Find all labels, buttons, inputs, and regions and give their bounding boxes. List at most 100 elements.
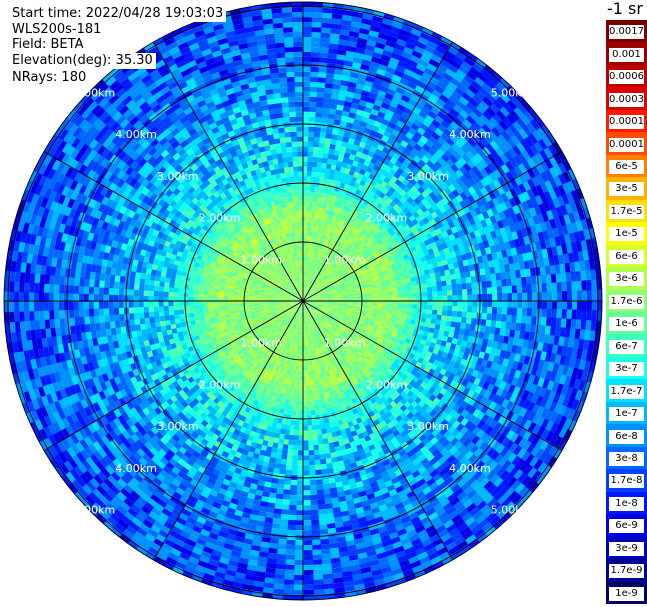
beta-cell bbox=[305, 315, 308, 321]
beta-cell bbox=[301, 291, 303, 297]
beta-cell bbox=[289, 305, 295, 309]
beta-cell bbox=[311, 318, 315, 324]
beta-cell bbox=[284, 294, 289, 297]
beta-cell bbox=[306, 315, 309, 321]
beta-cell bbox=[306, 293, 311, 298]
beta-cell bbox=[315, 281, 320, 287]
beta-cell bbox=[312, 312, 317, 317]
beta-cell bbox=[316, 293, 322, 296]
beta-cell bbox=[321, 292, 327, 295]
beta-cell bbox=[287, 310, 292, 314]
beta-cell bbox=[273, 305, 279, 308]
beta-cell bbox=[274, 308, 280, 312]
beta-cell bbox=[285, 314, 290, 319]
beta-cell bbox=[275, 288, 281, 292]
beta-cell bbox=[315, 308, 320, 313]
beta-cell bbox=[312, 295, 318, 298]
beta-cell bbox=[293, 297, 299, 300]
beta-cell bbox=[294, 309, 298, 314]
beta-cell bbox=[297, 281, 300, 287]
beta-cell bbox=[293, 289, 297, 294]
beta-cell bbox=[312, 312, 316, 317]
beta-cell bbox=[304, 291, 308, 297]
beta-cell bbox=[277, 284, 283, 288]
beta-cell bbox=[304, 315, 306, 321]
beta-cell bbox=[295, 282, 298, 288]
beta-cell bbox=[275, 311, 281, 315]
beta-cell bbox=[319, 319, 324, 324]
beta-cell bbox=[317, 313, 323, 318]
beta-cell bbox=[308, 282, 312, 288]
beta-cell bbox=[283, 303, 289, 305]
beta-cell bbox=[293, 299, 299, 301]
beta-cell bbox=[296, 287, 299, 293]
beta-cell bbox=[288, 297, 294, 299]
beta-cell bbox=[306, 304, 311, 309]
beta-cell bbox=[274, 289, 280, 293]
beta-cell bbox=[307, 303, 313, 306]
beta-cell bbox=[322, 294, 328, 297]
beta-cell bbox=[327, 303, 333, 306]
beta-cell bbox=[282, 318, 287, 324]
beta-cell bbox=[298, 286, 301, 292]
beta-cell bbox=[280, 309, 286, 312]
beta-cell bbox=[294, 303, 299, 307]
beta-cell bbox=[294, 282, 297, 288]
beta-cell bbox=[310, 284, 315, 289]
beta-cell bbox=[312, 304, 318, 307]
beta-cell bbox=[311, 294, 317, 297]
beta-cell bbox=[308, 309, 312, 314]
beta-cell bbox=[302, 435, 309, 441]
beta-cell bbox=[320, 318, 325, 323]
beta-cell bbox=[283, 303, 289, 306]
beta-cell bbox=[291, 313, 295, 318]
beta-cell bbox=[297, 320, 300, 326]
beta-cell bbox=[313, 279, 317, 285]
beta-cell bbox=[319, 286, 324, 290]
beta-cell bbox=[314, 280, 318, 285]
beta-cell bbox=[304, 286, 307, 292]
beta-cell bbox=[288, 295, 294, 298]
beta-cell bbox=[321, 291, 327, 295]
beta-cell bbox=[310, 319, 314, 325]
beta-cell bbox=[298, 301, 303, 303]
beta-cell bbox=[298, 315, 300, 321]
beta-cell bbox=[314, 288, 320, 293]
beta-cell bbox=[306, 315, 308, 321]
beta-cell bbox=[299, 305, 302, 311]
beta-cell bbox=[288, 303, 294, 305]
beta-cell bbox=[314, 316, 319, 322]
beta-cell bbox=[293, 302, 299, 306]
beta-cell bbox=[306, 276, 309, 282]
beta-cell bbox=[281, 287, 287, 291]
beta-cell bbox=[294, 288, 298, 293]
beta-cell bbox=[288, 304, 294, 307]
beta-cell bbox=[322, 305, 328, 308]
beta-cell bbox=[297, 286, 300, 292]
beta-cell bbox=[289, 279, 293, 285]
beta-cell bbox=[301, 310, 303, 316]
beta-cell bbox=[322, 315, 328, 320]
beta-cell bbox=[325, 311, 331, 315]
beta-cell bbox=[322, 316, 327, 321]
beta-cell bbox=[299, 286, 301, 292]
beta-cell bbox=[313, 287, 318, 291]
beta-cell bbox=[312, 303, 318, 306]
beta-cell bbox=[305, 315, 307, 321]
beta-cell bbox=[316, 292, 322, 296]
beta-cell bbox=[295, 294, 300, 298]
beta-cell bbox=[299, 310, 302, 316]
beta-cell bbox=[284, 292, 290, 295]
beta-cell bbox=[292, 319, 296, 325]
beta-cell bbox=[283, 313, 288, 318]
beta-cell bbox=[293, 302, 299, 304]
beta-cell bbox=[300, 320, 302, 326]
beta-cell bbox=[308, 299, 313, 301]
beta-cell bbox=[310, 277, 314, 283]
beta-cell bbox=[291, 307, 296, 311]
beta-cell bbox=[294, 282, 298, 288]
beta-cell bbox=[323, 314, 329, 318]
beta-cell bbox=[284, 314, 289, 319]
beta-cell bbox=[288, 302, 294, 304]
beta-cell bbox=[305, 310, 307, 316]
